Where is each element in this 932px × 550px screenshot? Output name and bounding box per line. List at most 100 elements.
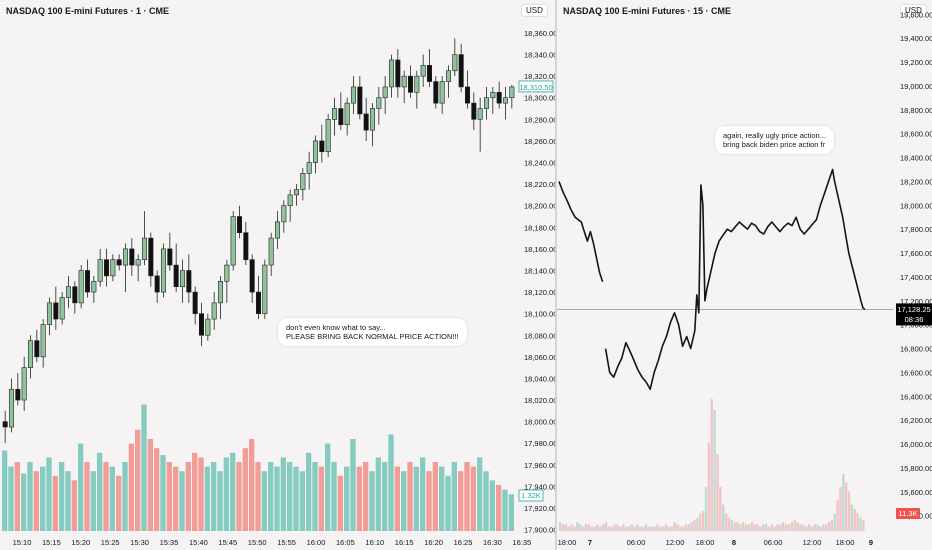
- right-volume-bar: [839, 487, 842, 531]
- right-x-tick-label: 9: [869, 538, 873, 547]
- left-volume-bar: [40, 466, 46, 531]
- left-candle: [274, 221, 281, 239]
- left-candle: [509, 86, 515, 99]
- left-x-tick-label: 15:25: [101, 538, 120, 547]
- right-x-tick-label: 18:00: [696, 538, 715, 547]
- right-volume-bar: [584, 524, 588, 531]
- left-candle: [135, 259, 141, 266]
- right-volume-bar: [744, 524, 748, 531]
- left-candle: [312, 140, 319, 163]
- left-candle: [8, 388, 15, 428]
- right-volume-bar: [696, 517, 699, 531]
- left-volume-bar: [84, 462, 90, 531]
- left-x-tick-label: 16:10: [365, 538, 384, 547]
- right-chart-panel[interactable]: NASDAQ 100 E-mini Futures · 15 · CME USD…: [557, 0, 932, 550]
- left-candle: [53, 302, 59, 320]
- left-volume-bar: [249, 439, 255, 531]
- left-chart-panel[interactable]: NASDAQ 100 E-mini Futures · 1 · CME USD …: [0, 0, 555, 550]
- left-volume-bar: [331, 462, 337, 531]
- left-candle: [211, 302, 217, 320]
- right-y-tick-label: 16,400.00: [900, 392, 932, 401]
- left-currency-label[interactable]: USD: [521, 4, 548, 17]
- left-volume-bar: [116, 475, 122, 531]
- right-volume-bar: [856, 513, 859, 531]
- left-y-tick-label: 18,200.00: [524, 202, 555, 211]
- left-candle: [46, 302, 53, 325]
- right-volume-bar: [836, 500, 839, 531]
- left-volume-bar: [65, 471, 71, 531]
- left-volume-tag: [518, 489, 544, 502]
- left-volume-bar: [426, 471, 432, 531]
- right-y-tick-label: 16,000.00: [900, 440, 932, 449]
- right-volume-bar: [859, 517, 862, 531]
- right-time-label: 08:36: [905, 315, 924, 324]
- left-candle: [192, 291, 198, 314]
- right-volume-bar: [710, 399, 713, 531]
- left-volume-bar: [407, 462, 413, 531]
- left-x-tick-label: 16:15: [395, 538, 414, 547]
- left-volume-bar: [135, 429, 141, 531]
- left-y-tick-label: 18,260.00: [524, 137, 555, 146]
- left-candle: [300, 173, 306, 190]
- left-volume-bar: [477, 457, 483, 531]
- right-volume-bar: [613, 524, 616, 531]
- left-candlestick-chart[interactable]: 18,360.00 18,340.00 18,320.00 18,300.00 18,2…: [0, 0, 555, 550]
- left-volume-bar: [154, 448, 160, 531]
- left-candle: [205, 318, 211, 336]
- right-y-tick-label: 17,800.00: [900, 225, 932, 234]
- left-volume-bar: [363, 462, 369, 531]
- left-y-tick-label: 17,900.00: [524, 526, 555, 535]
- left-y-tick-label: 18,100.00: [524, 310, 555, 319]
- left-y-tick-label: 18,000.00: [524, 418, 555, 427]
- left-volume-bar: [223, 457, 229, 531]
- right-y-tick-label: 17,200.00: [900, 297, 932, 306]
- left-candle: [464, 86, 471, 104]
- right-y-tick-label: 17,400.00: [900, 273, 932, 282]
- right-volume-bar: [730, 520, 733, 531]
- left-volume-bar: [350, 439, 356, 531]
- left-candle: [103, 259, 110, 277]
- left-volume-bar: [141, 404, 147, 531]
- left-x-tick-label: 16:30: [483, 538, 502, 547]
- left-volume-bar: [470, 466, 476, 531]
- right-volume-bar: [644, 524, 648, 531]
- left-volume-bar: [375, 457, 381, 531]
- right-volume-bar: [733, 522, 736, 531]
- right-volume-tag: [896, 508, 920, 519]
- right-volume-bar: [842, 473, 845, 531]
- right-y-tick-label: 19,400.00: [900, 34, 932, 43]
- right-y-tick-label: 19,000.00: [900, 82, 932, 91]
- panel-divider[interactable]: [555, 0, 557, 550]
- right-volume-bar: [739, 524, 742, 531]
- right-volume-bar: [699, 513, 702, 531]
- left-candle: [306, 162, 312, 174]
- left-volume-bar: [255, 462, 261, 531]
- right-line-chart[interactable]: 19,600.00 19,400.00 19,200.00 19,000.00 18,8…: [557, 0, 932, 550]
- left-volume-bar: [71, 480, 77, 531]
- left-candle: [369, 108, 376, 131]
- left-y-tick-label: 18,160.00: [524, 245, 555, 254]
- right-x-tick-label: 06:00: [764, 538, 783, 547]
- right-price-series: [558, 181, 604, 282]
- left-candle: [350, 86, 357, 104]
- right-volume-bar: [601, 524, 605, 531]
- left-candle: [325, 119, 331, 153]
- left-x-tick-label: 16:35: [512, 538, 531, 547]
- right-volume-bar: [736, 522, 739, 531]
- right-currency-label[interactable]: USD: [900, 4, 927, 17]
- right-volume-bar: [570, 524, 573, 531]
- left-candle: [281, 205, 287, 223]
- left-candle: [376, 97, 382, 109]
- right-volume-bar: [576, 522, 579, 531]
- left-volume-bar: [502, 489, 508, 531]
- right-volume-bar: [822, 524, 825, 531]
- left-volume-bar: [78, 443, 84, 531]
- left-candle: [230, 216, 236, 266]
- left-candle: [198, 313, 205, 336]
- left-y-tick-label: 18,300.00: [524, 94, 555, 103]
- left-volume-bar: [230, 452, 236, 531]
- left-chart-title: NASDAQ 100 E-mini Futures · 1 · CME: [6, 6, 170, 16]
- right-volume-bar: [716, 454, 719, 531]
- left-volume-bar: [337, 475, 343, 531]
- left-volume-bar: [211, 462, 217, 531]
